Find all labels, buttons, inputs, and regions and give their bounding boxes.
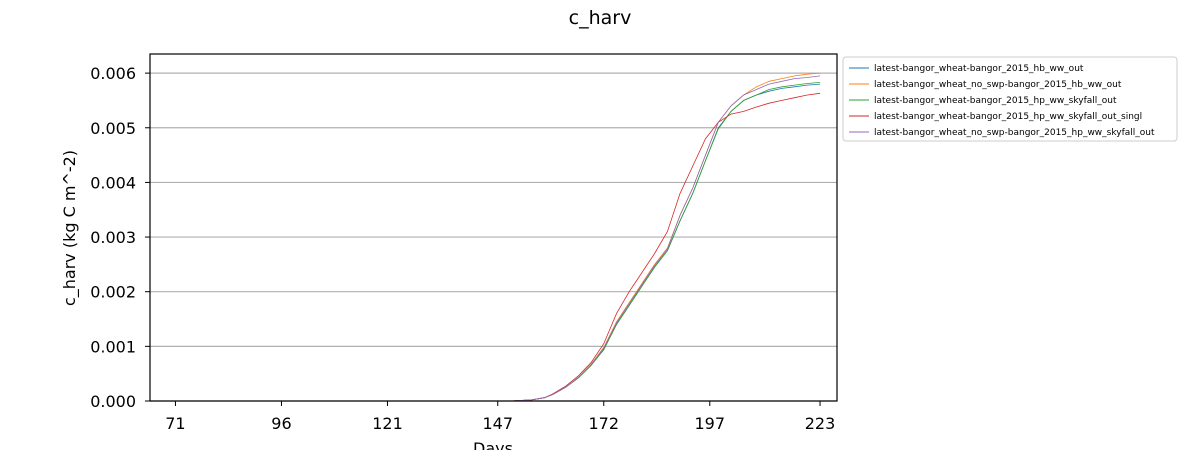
y-tick-label: 0.003 <box>90 228 136 247</box>
legend-entry: latest-bangor_wheat_no_swp-bangor_2015_h… <box>874 128 1155 138</box>
x-tick-label: 71 <box>165 414 185 433</box>
legend-entry: latest-bangor_wheat_no_swp-bangor_2015_h… <box>874 80 1122 90</box>
y-axis-label: c_harv (kg C m^-2) <box>60 150 80 306</box>
y-tick-label: 0.002 <box>90 283 136 302</box>
x-tick-label: 96 <box>271 414 291 433</box>
y-axis: 0.000 0.001 0.002 0.003 0.004 0.005 0.006 <box>90 64 150 411</box>
y-tick-label: 0.005 <box>90 119 136 138</box>
y-tick-label: 0.001 <box>90 337 136 356</box>
series-line-4 <box>175 92 821 402</box>
y-tick-label: 0.000 <box>90 392 136 411</box>
chart-title: c_harv <box>569 7 632 29</box>
y-tick-label: 0.004 <box>90 173 136 192</box>
x-tick-label: 147 <box>482 414 513 433</box>
gridlines <box>150 72 837 402</box>
x-tick-label: 223 <box>805 414 836 433</box>
legend-entry: latest-bangor_wheat-bangor_2015_hb_ww_ou… <box>874 64 1084 74</box>
y-tick-label: 0.006 <box>90 64 136 83</box>
x-tick-label: 121 <box>372 414 403 433</box>
series-line-5 <box>175 75 821 402</box>
legend: latest-bangor_wheat-bangor_2015_hb_ww_ou… <box>842 56 1178 142</box>
x-tick-label: 197 <box>695 414 726 433</box>
legend-box <box>842 56 1178 142</box>
series-lines <box>175 72 821 402</box>
x-axis-label: Days <box>473 439 513 450</box>
x-tick-label: 172 <box>588 414 619 433</box>
x-axis: 71 96 121 147 172 197 223 <box>165 401 835 433</box>
legend-entry: latest-bangor_wheat-bangor_2015_hp_ww_sk… <box>874 96 1117 106</box>
legend-entry: latest-bangor_wheat-bangor_2015_hp_ww_sk… <box>874 112 1142 122</box>
plot-frame <box>149 53 838 402</box>
series-line-1 <box>175 83 821 402</box>
series-line-3 <box>175 82 821 402</box>
